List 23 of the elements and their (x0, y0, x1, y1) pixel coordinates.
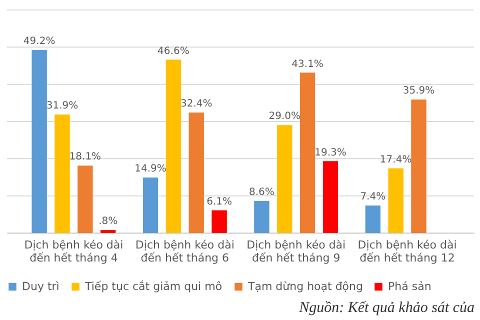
data-label: 49.2% (23, 36, 56, 48)
data-label: .8% (98, 216, 118, 228)
data-label: 6.1% (206, 196, 232, 208)
data-label: 8.6% (249, 187, 274, 198)
data-label: 18.1% (69, 152, 102, 163)
x-tick-label: Dịch bệnh kéo dài đến hết tháng 4 (24, 238, 124, 264)
text: Nguồn: Kết quả khảo sát của (298, 300, 474, 316)
data-label: 29.0% (268, 111, 301, 122)
legend-label: Tạm dừng hoạt động (247, 280, 363, 293)
x-tick-label: Dịch bệnh kéo dài đến hết tháng 9 (246, 238, 346, 264)
data-label: 19.3% (314, 147, 346, 158)
legend-label: Phá sản (388, 280, 432, 293)
data-label: 7.4% (360, 191, 386, 202)
legend-label: Tiếp tục cắt giảm qui mô (84, 280, 222, 293)
data-label: 43.1% (292, 58, 324, 70)
x-tick-label: Dịch bệnh kéo dài đến hết tháng 12 (358, 238, 457, 264)
data-label: 35.9% (402, 86, 435, 97)
data-label: 14.9% (134, 164, 166, 175)
x-tick-label: Dịch bệnh kéo dài đến hết tháng 6 (135, 238, 234, 264)
legend-label: Duy trì (22, 280, 60, 293)
data-label: 46.6% (158, 46, 190, 57)
data-label: 32.4% (180, 98, 212, 110)
data-label: 31.9% (46, 100, 78, 112)
